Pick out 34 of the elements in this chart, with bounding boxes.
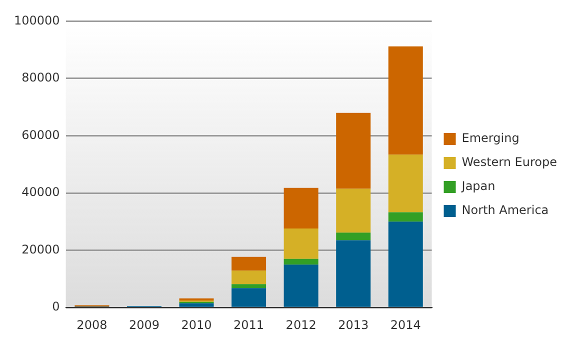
- x-tick-label: 2009: [128, 318, 160, 332]
- legend-label: Japan: [460, 179, 496, 194]
- bar: [284, 258, 318, 265]
- bar: [179, 303, 214, 307]
- legend-label: North America: [462, 203, 549, 218]
- bar: [232, 270, 266, 284]
- y-tick-label: 0: [52, 300, 60, 314]
- bar: [336, 188, 371, 233]
- x-tick-label: 2012: [286, 318, 316, 332]
- y-tick-label: 100000: [14, 13, 60, 28]
- bar: [336, 232, 371, 240]
- bar: [336, 240, 371, 307]
- legend-label: Emerging: [462, 131, 520, 146]
- x-tick-label: 2008: [76, 318, 108, 332]
- bar: [232, 256, 266, 271]
- bar: [336, 112, 371, 189]
- bar: [388, 154, 423, 212]
- x-tick-label: 2013: [338, 318, 369, 332]
- bar: [284, 188, 318, 229]
- bar: [388, 222, 423, 307]
- y-tick-label: 20000: [22, 242, 60, 256]
- bar: [284, 228, 318, 259]
- bar: [388, 212, 423, 222]
- x-tick-label: 2010: [181, 318, 212, 332]
- y-tick-label: 60000: [22, 128, 60, 142]
- bar: [284, 264, 318, 307]
- bar: [232, 288, 266, 307]
- y-tick-label: 40000: [22, 185, 60, 200]
- x-tick-label: 2011: [234, 318, 264, 332]
- bar: [232, 284, 266, 288]
- legend-label: Western Europe: [462, 155, 558, 170]
- y-tick-label: 80000: [22, 70, 60, 85]
- x-tick-label: 2014: [390, 318, 421, 332]
- bar: [388, 46, 423, 155]
